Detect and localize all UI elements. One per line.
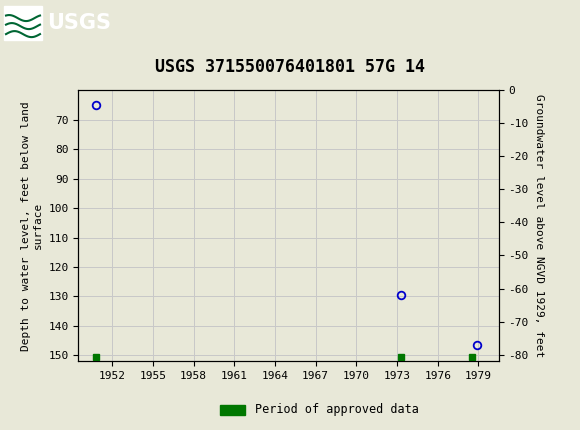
Text: Period of approved data: Period of approved data (255, 402, 419, 416)
Text: USGS 371550076401801 57G 14: USGS 371550076401801 57G 14 (155, 58, 425, 76)
Y-axis label: Groundwater level above NGVD 1929, feet: Groundwater level above NGVD 1929, feet (534, 94, 544, 357)
Text: USGS: USGS (47, 13, 111, 33)
Bar (220, 405, 245, 415)
Y-axis label: Depth to water level, feet below land
surface: Depth to water level, feet below land su… (21, 101, 43, 350)
Bar (4, 6, 42, 40)
